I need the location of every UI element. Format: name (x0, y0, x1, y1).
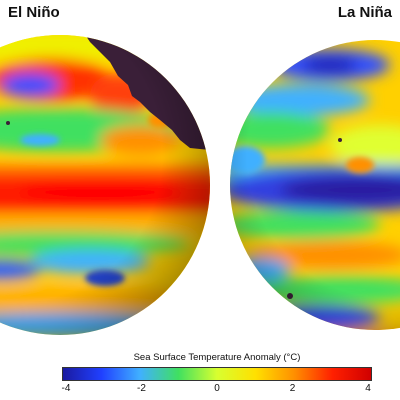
la-nina-globe (230, 40, 400, 330)
el-nino-globe (0, 35, 210, 335)
colorbar-tick-label: 2 (289, 383, 296, 394)
el-nino-title: El Niño (8, 4, 60, 21)
colorbar-tick-label: 0 (214, 383, 220, 394)
la-nina-title: La Niña (337, 4, 392, 21)
colorbar-tick-label: -2 (137, 383, 146, 394)
colorbar-title: Sea Surface Temperature Anomaly (°C) (133, 352, 301, 363)
colorbar-tick-label: -4 (61, 383, 71, 394)
colorbar-tick-label: 4 (365, 383, 371, 394)
temperature-colorbar (62, 367, 372, 381)
